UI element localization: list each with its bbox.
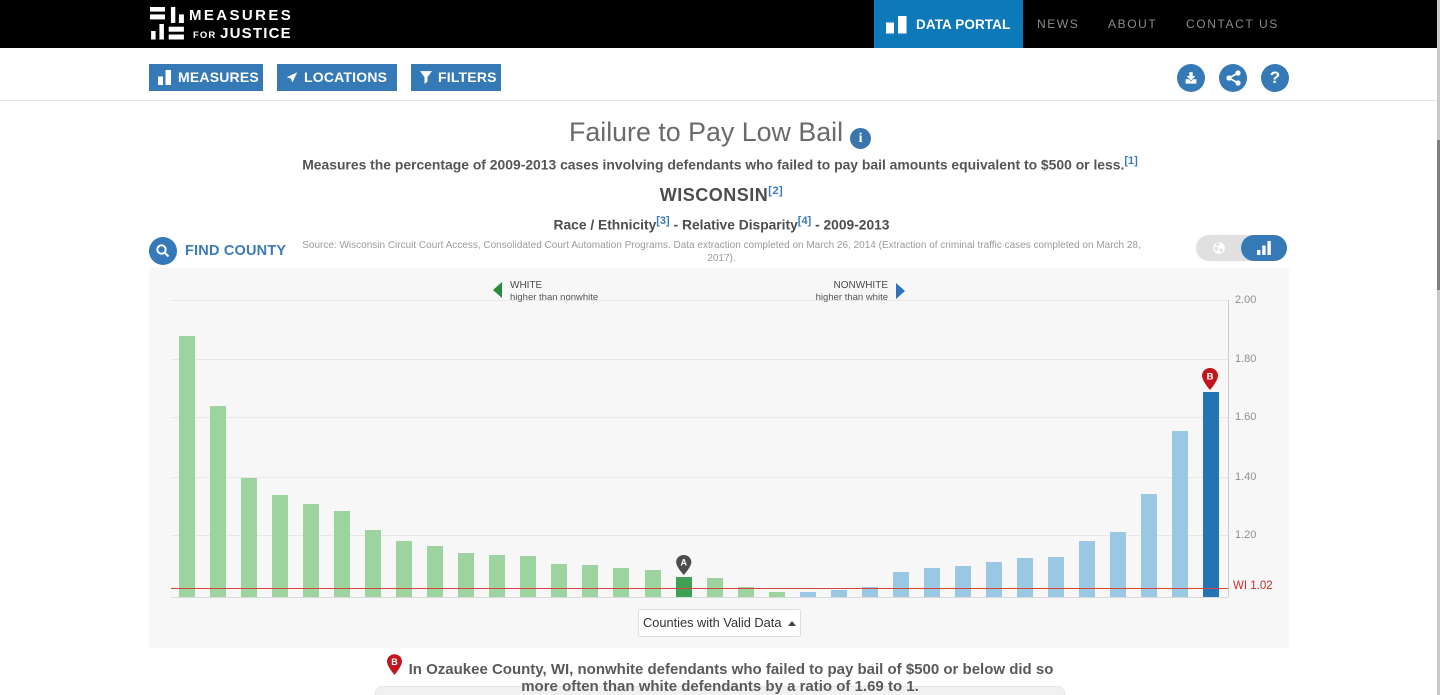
svg-text:B: B bbox=[1207, 372, 1214, 383]
svg-text:A: A bbox=[680, 557, 687, 567]
svg-text:B: B bbox=[391, 657, 398, 667]
